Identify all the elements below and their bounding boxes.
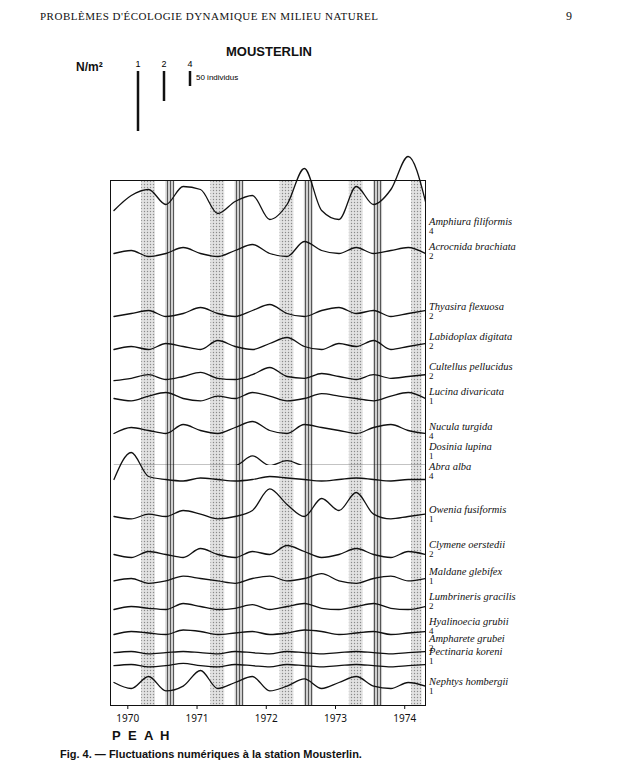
html-text:Dosinia lupina: Dosinia lupina [429, 441, 492, 452]
html-text:Clymene oerstedii: Clymene oerstedii [429, 539, 506, 550]
svg-text:1973: 1973 [324, 711, 347, 725]
html-text:Nucula turgida: Nucula turgida [429, 421, 493, 432]
svg-text:1970: 1970 [116, 711, 139, 725]
svg-text:4: 4 [187, 59, 192, 69]
html-text:Pectinaria koreni: Pectinaria koreni [429, 646, 503, 657]
html-text:Abra alba: Abra alba [429, 461, 472, 472]
html-text:Hyalinoecia grubii: Hyalinoecia grubii [429, 616, 509, 627]
html-text:PROBLÈMES D'ÉCOLOGIE DYNAMIQUE: PROBLÈMES D'ÉCOLOGIE DYNAMIQUE EN MILIEU… [40, 10, 379, 22]
html-text:Nephtys hombergii: Nephtys hombergii [429, 676, 509, 687]
html-text:2: 2 [429, 549, 434, 559]
html-text:N/m²: N/m² [76, 60, 103, 74]
html-text:1: 1 [429, 656, 434, 666]
html-text:4: 4 [429, 226, 434, 236]
html-text:Cultellus pellucidus: Cultellus pellucidus [429, 361, 513, 372]
html-text:4: 4 [429, 431, 434, 441]
html-text:Ampharete grubei: Ampharete grubei [429, 633, 505, 644]
html-text:A: A [144, 728, 154, 743]
html-text:2: 2 [429, 371, 434, 381]
svg-text:1972: 1972 [255, 711, 278, 725]
html-text:2: 2 [429, 643, 434, 653]
svg-text:1971: 1971 [186, 711, 209, 725]
html-text:P: P [112, 728, 121, 743]
html-text:4: 4 [429, 626, 434, 636]
html-text:2: 2 [429, 251, 434, 261]
html-text:Maldane glebifex: Maldane glebifex [429, 566, 503, 577]
html-text:Acrocnida brachiata: Acrocnida brachiata [429, 241, 516, 252]
html-text:9: 9 [566, 9, 572, 23]
svg-text:2: 2 [161, 59, 166, 69]
html-text:Lucina divaricata: Lucina divaricata [429, 386, 504, 397]
html-text:MOUSTERLIN: MOUSTERLIN [226, 44, 312, 59]
html-text:Thyasira flexuosa: Thyasira flexuosa [429, 301, 504, 312]
html-text:H: H [160, 728, 170, 743]
html-text:2: 2 [429, 601, 434, 611]
html-text:Owenia fusiformis: Owenia fusiformis [429, 504, 507, 515]
html-text:1: 1 [429, 514, 434, 524]
html-text:4: 4 [429, 471, 434, 481]
html-text:1: 1 [429, 576, 434, 586]
html-text:2: 2 [429, 311, 434, 321]
html-text:1: 1 [429, 451, 434, 461]
html-text:Amphiura filiformis: Amphiura filiformis [429, 216, 513, 227]
svg-text:50 individus: 50 individus [196, 73, 238, 82]
svg-text:1974: 1974 [393, 711, 416, 725]
svg-text:1: 1 [135, 59, 140, 69]
html-text:1: 1 [429, 396, 434, 406]
html-text:Lumbrineris gracilis: Lumbrineris gracilis [429, 591, 516, 602]
html-text:2: 2 [429, 341, 434, 351]
html-text:1: 1 [429, 686, 434, 696]
html-text:E: E [128, 728, 137, 743]
html-text:Fig. 4. — Fluctuations numériq: Fig. 4. — Fluctuations numériques à la s… [60, 748, 362, 760]
html-text:Labidoplax digitata: Labidoplax digitata [429, 331, 513, 342]
